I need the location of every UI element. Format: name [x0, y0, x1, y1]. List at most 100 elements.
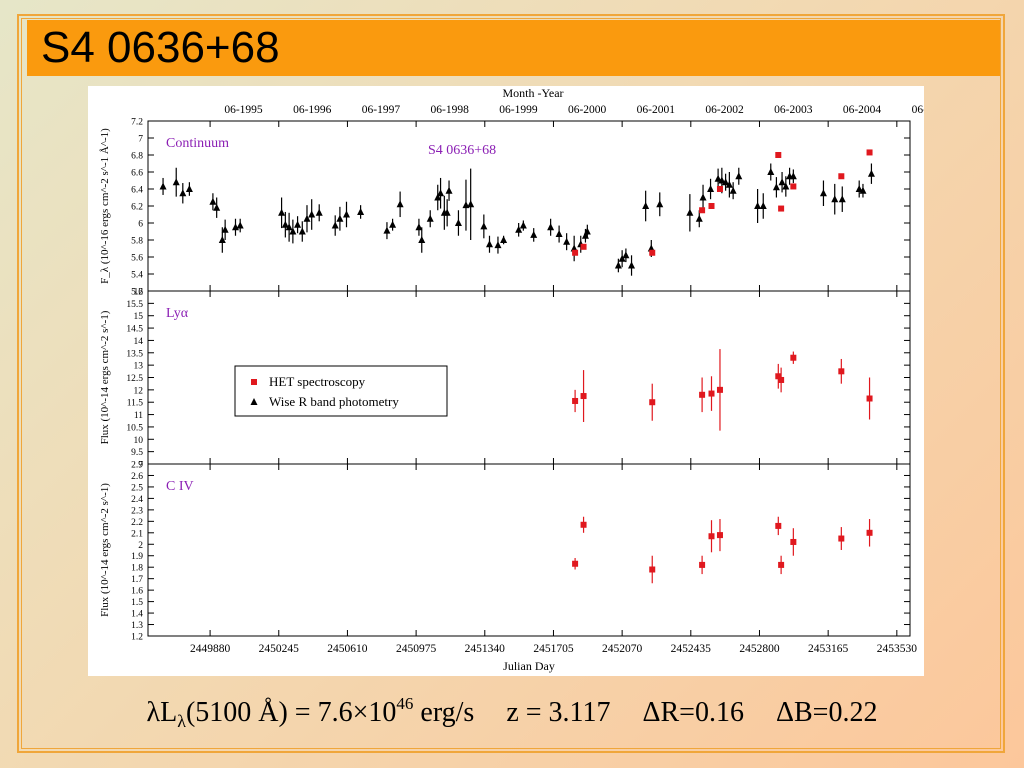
- wise-data-point: [859, 186, 867, 194]
- wise-data-point: [714, 174, 722, 182]
- panel-label: Continuum: [166, 136, 229, 151]
- y-tick-label: 1.2: [131, 633, 143, 643]
- wise-data-point: [699, 193, 707, 201]
- y-tick-label: 5.2: [131, 288, 143, 298]
- wise-data-point: [725, 180, 733, 188]
- wise-data-point: [480, 222, 488, 230]
- wise-data-point: [445, 186, 453, 194]
- x-tick-label: 2453165: [808, 643, 849, 655]
- y-tick-label: 5.6: [131, 254, 143, 264]
- het-data-point: [699, 561, 706, 568]
- y-axis-label: Flux (10^-14 ergs cm^-2 s^-1): [99, 483, 111, 617]
- het-data-point: [716, 386, 723, 393]
- het-data-point: [580, 243, 587, 250]
- wise-data-point: [221, 225, 229, 233]
- y-tick-label: 13.5: [126, 349, 143, 359]
- het-data-point: [708, 533, 715, 540]
- wise-data-point: [315, 208, 323, 216]
- wise-data-point: [729, 186, 737, 194]
- wise-data-point: [437, 189, 445, 197]
- wise-data-point: [718, 176, 726, 184]
- het-data-point: [790, 183, 797, 190]
- top-axis-title: Month -Year: [502, 86, 563, 100]
- wise-data-point: [236, 221, 244, 229]
- title-bar: S4 0636+68: [27, 20, 1000, 76]
- wise-data-point: [209, 197, 217, 205]
- caption-delta-b: ΔB=0.22: [775, 697, 878, 728]
- het-data-point: [775, 522, 782, 529]
- top-tick-label: 06-1997: [362, 104, 401, 116]
- het-data-point: [649, 249, 656, 256]
- chart-figure: Month -Year 06-1995 06-1996 06-1997 06-1998 0…: [88, 86, 950, 676]
- y-tick-label: 1.4: [131, 610, 143, 620]
- y-tick-label: 16: [134, 288, 144, 298]
- wise-data-point: [418, 236, 426, 243]
- het-data-point: [790, 354, 797, 361]
- x-axis-label: Julian Day: [503, 659, 555, 673]
- y-tick-label: 13: [134, 362, 144, 372]
- legend-wise-marker: [250, 398, 258, 405]
- x-tick-label: 2452070: [602, 643, 643, 655]
- y-tick-label: 2.7: [131, 461, 143, 471]
- wise-data-point: [782, 182, 790, 190]
- wise-data-point: [218, 236, 226, 243]
- het-data-point: [580, 521, 587, 528]
- wise-data-point: [656, 200, 664, 208]
- x-tick-label: 2450610: [327, 643, 368, 655]
- wise-data-point: [396, 200, 404, 208]
- wise-data-point: [308, 210, 316, 218]
- caption-redshift: z = 3.117: [506, 697, 611, 728]
- y-tick-label: 10: [134, 436, 144, 446]
- wise-data-point: [735, 172, 743, 180]
- y-tick-label: 14: [134, 337, 144, 347]
- het-data-point: [778, 561, 785, 568]
- het-data-point: [572, 560, 579, 567]
- y-tick-label: 1.8: [131, 564, 143, 574]
- het-data-point: [790, 538, 797, 545]
- het-data-point: [572, 397, 579, 404]
- wise-data-point: [614, 261, 622, 269]
- wise-data-point: [494, 241, 502, 249]
- wise-data-point: [342, 210, 350, 218]
- slide-frame-inner: [21, 18, 1001, 749]
- het-data-point: [838, 368, 845, 375]
- caption-delta-r: ΔR=0.16: [642, 697, 744, 728]
- wise-data-point: [622, 251, 630, 259]
- x-tick-label: 2450245: [259, 643, 300, 655]
- wise-data-point: [838, 195, 846, 203]
- wise-data-point: [443, 208, 451, 216]
- het-data-point: [708, 390, 715, 397]
- het-data-point: [866, 529, 873, 536]
- y-tick-label: 7: [138, 135, 143, 145]
- x-tick-label: 2451705: [533, 643, 574, 655]
- y-tick-label: 6.8: [131, 152, 143, 162]
- het-data-point: [716, 186, 723, 192]
- het-data-point: [838, 173, 845, 180]
- het-data-point: [699, 207, 706, 214]
- caption-lum-exponent: 46: [396, 694, 414, 713]
- het-data-point: [838, 535, 845, 542]
- wise-data-point: [754, 202, 762, 209]
- y-tick-label: 6.4: [131, 186, 143, 196]
- x-tick-label: 2451340: [465, 643, 506, 655]
- light-curve-chart: Month -Year 06-1995 06-1996 06-1997 06-1998 0…: [99, 86, 950, 673]
- legend-box: [234, 365, 448, 417]
- top-tick-label: 06-1996: [293, 104, 332, 116]
- wise-data-point: [159, 182, 167, 190]
- wise-data-point: [357, 207, 365, 215]
- wise-data-point: [759, 202, 767, 209]
- wise-data-point: [563, 237, 571, 245]
- y-tick-label: 2.2: [131, 518, 143, 528]
- wise-data-point: [426, 214, 434, 222]
- slide-frame-outer: [17, 14, 1005, 753]
- y-tick-label: 1.5: [131, 598, 143, 608]
- x-tick-label: 2452435: [671, 643, 712, 655]
- het-data-point: [775, 373, 782, 380]
- wise-data-point: [772, 183, 780, 191]
- top-tick-label: 06-2001: [637, 104, 676, 116]
- wise-data-point: [707, 185, 715, 192]
- top-tick-label: 06-1995: [224, 104, 263, 116]
- caption-lum-subscript: λ: [177, 711, 186, 731]
- y-tick-label: 6.2: [131, 203, 143, 213]
- wise-data-point: [485, 240, 493, 248]
